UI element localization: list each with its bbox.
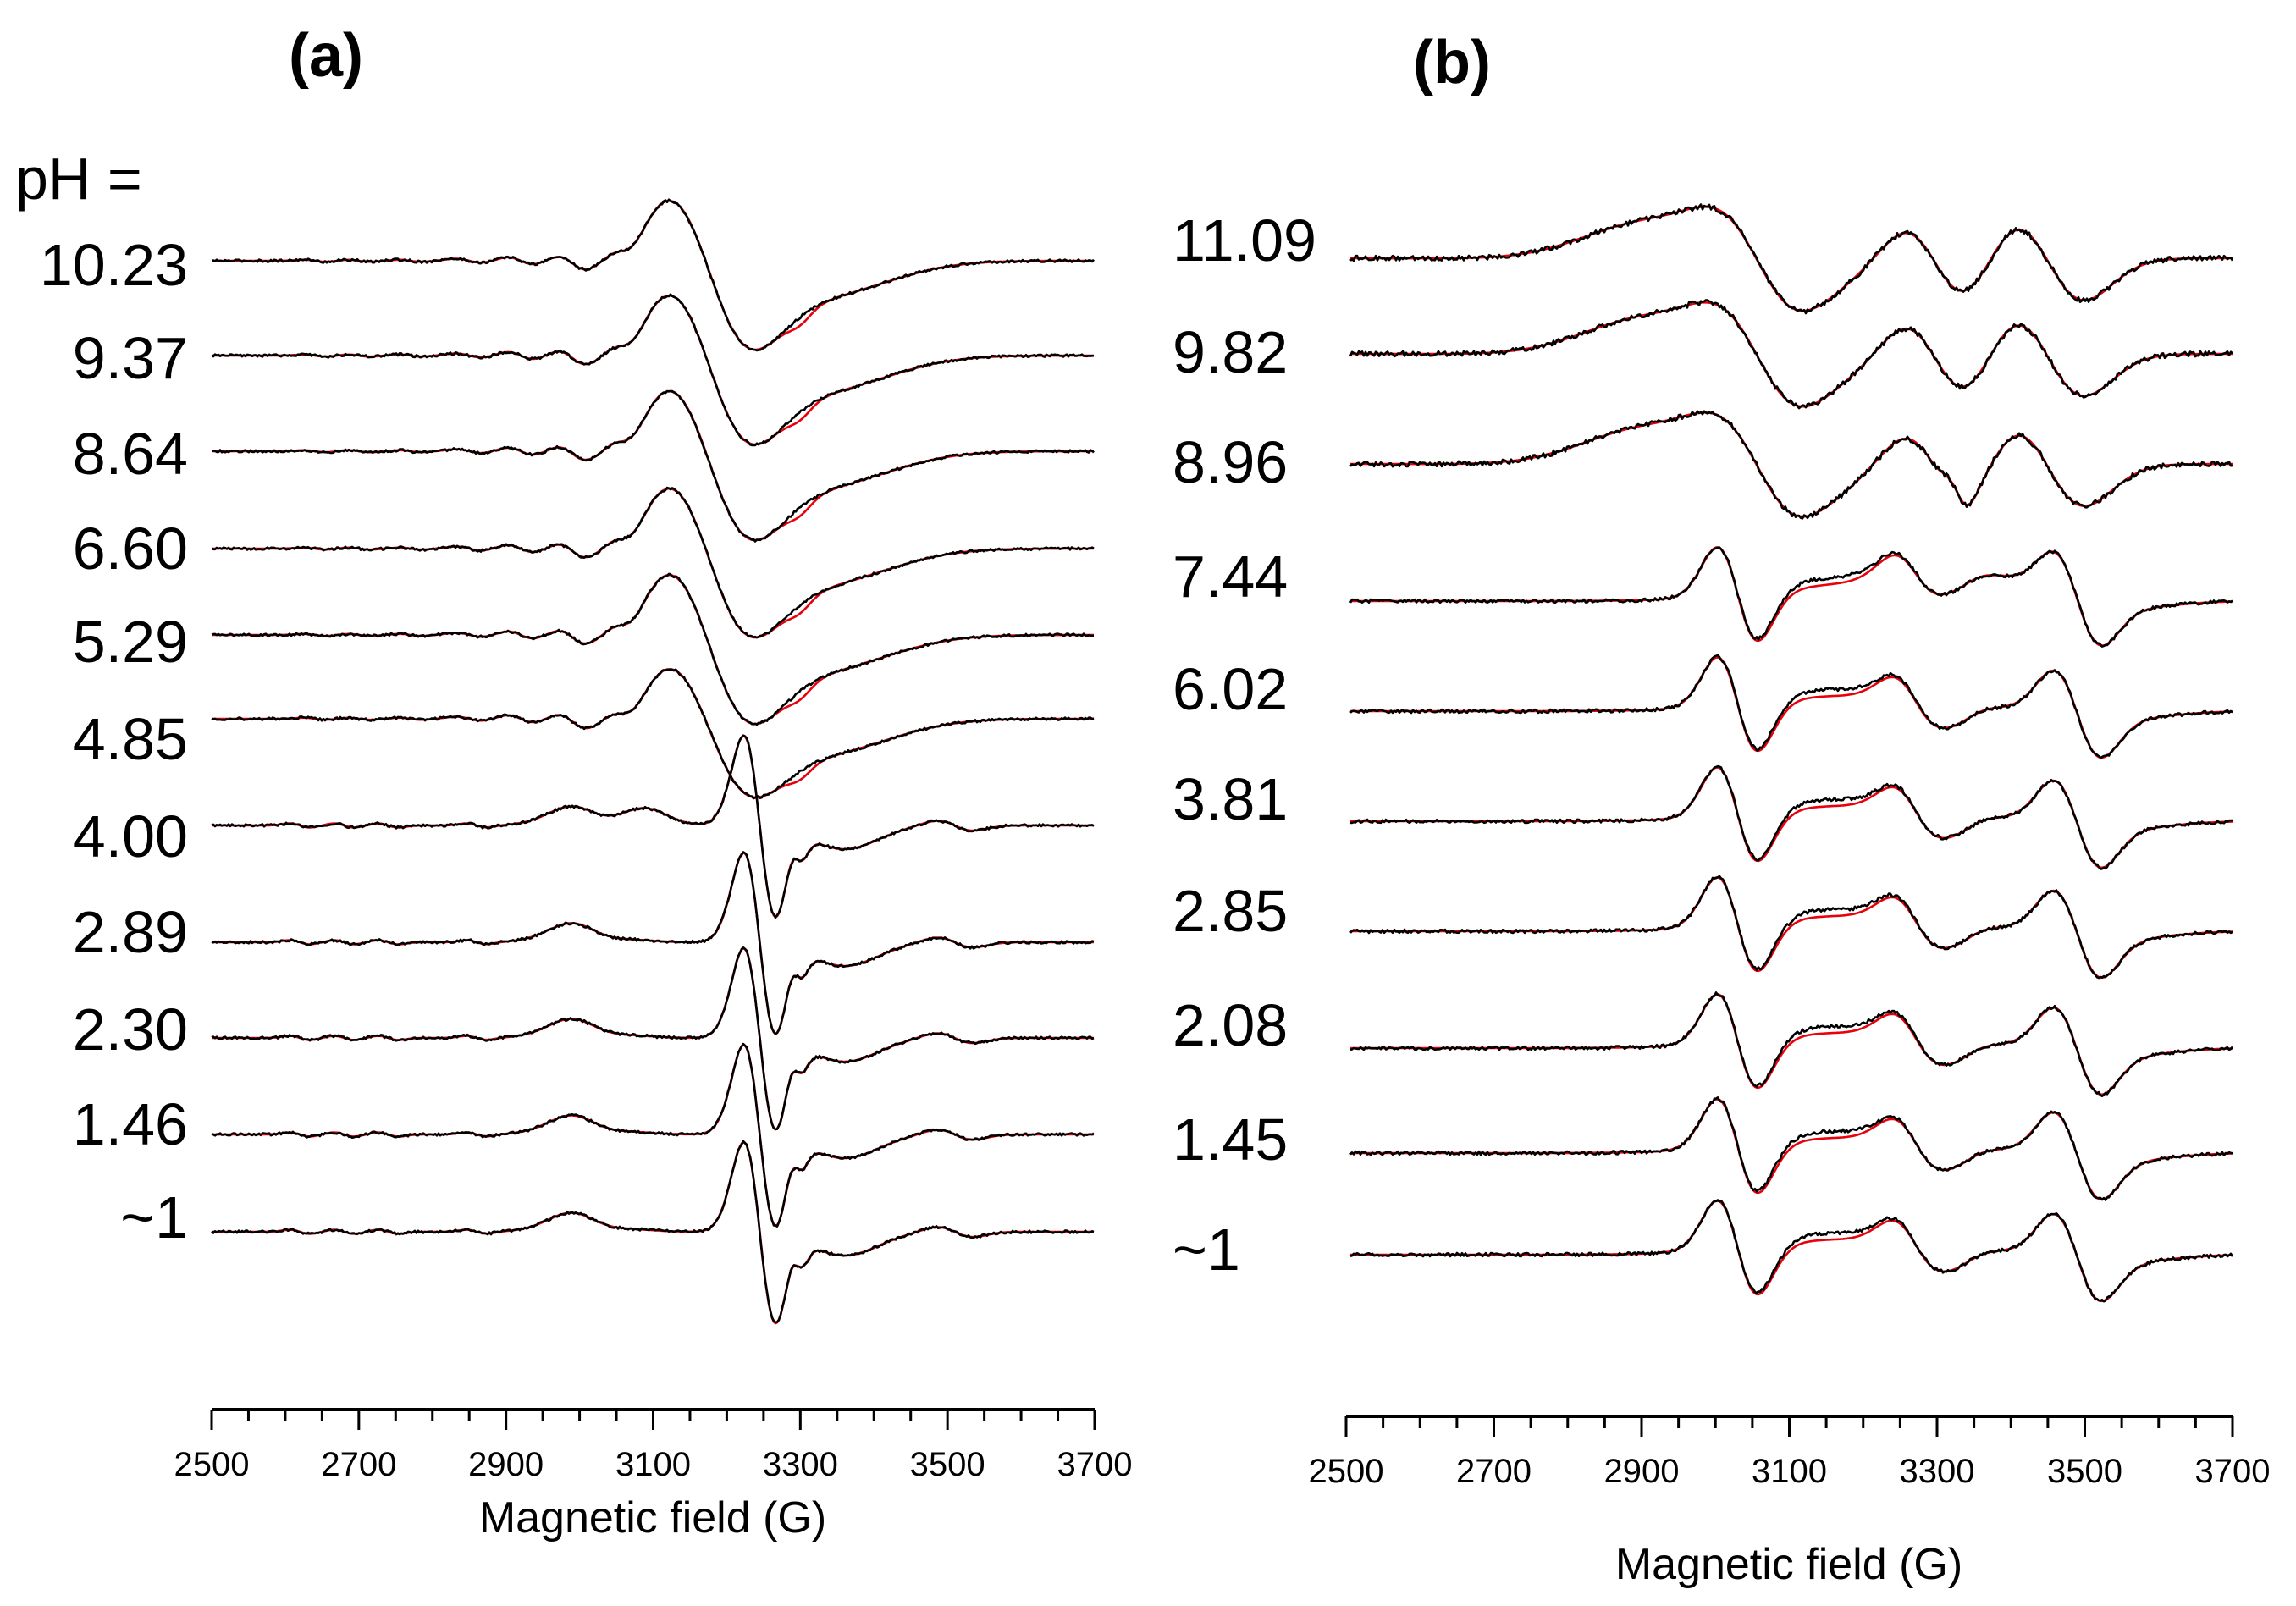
experimental-trace-ph-approx-1 xyxy=(1349,1199,2234,1303)
experimental-trace-ph-5.29 xyxy=(211,572,1095,726)
ph-label-9.37: 9.37 xyxy=(73,325,188,391)
experimental-trace-ph-1.46 xyxy=(211,1042,1095,1228)
ph-label-8.96: 8.96 xyxy=(1173,429,1288,495)
experimental-trace-ph-8.96 xyxy=(1349,410,2233,520)
x-tick-label: 3100 xyxy=(1752,1453,1827,1490)
experimental-trace-ph-1.45 xyxy=(1349,1096,2233,1201)
simulated-trace-ph-6.02 xyxy=(1350,656,2233,759)
experimental-trace-ph-3.81 xyxy=(1349,764,2233,870)
x-tick-label: 2700 xyxy=(1456,1453,1532,1490)
x-tick-label: 3300 xyxy=(763,1446,838,1483)
panel-b-label: (b) xyxy=(1413,29,1491,97)
simulated-trace-ph-2.85 xyxy=(1350,876,2233,980)
ph-header: pH = xyxy=(15,146,142,212)
experimental-trace-ph-10.23 xyxy=(212,198,1095,352)
ph-label-2.85: 2.85 xyxy=(1173,878,1288,944)
simulated-trace-ph-2.30 xyxy=(212,946,1094,1131)
simulated-trace-ph-6.60 xyxy=(212,487,1094,639)
simulated-trace-ph-8.64 xyxy=(212,389,1094,542)
ph-label-7.44: 7.44 xyxy=(1173,544,1288,610)
simulated-trace-ph-1.45 xyxy=(1350,1098,2233,1201)
x-tick-label: 3100 xyxy=(615,1446,691,1483)
ph-label-3.81: 3.81 xyxy=(1173,766,1288,832)
panel-b-x-axis-title: Magnetic field (G) xyxy=(1615,1540,1962,1589)
experimental-trace-ph-7.44 xyxy=(1349,546,2233,648)
x-tick-label: 3700 xyxy=(2195,1453,2271,1490)
x-tick-label: 2900 xyxy=(468,1446,544,1483)
simulated-trace-ph-11.09 xyxy=(1350,206,2233,312)
experimental-trace-ph-4.00 xyxy=(211,734,1095,919)
simulated-trace-ph-2.08 xyxy=(1350,993,2233,1096)
ph-label-approx-1: ~1 xyxy=(1173,1217,1240,1283)
simulated-trace-ph-3.81 xyxy=(1350,766,2233,869)
ph-label-10.23: 10.23 xyxy=(40,232,188,298)
panel-b-traces xyxy=(1349,203,2234,1303)
x-tick-label: 2500 xyxy=(1309,1453,1384,1490)
ph-label-5.29: 5.29 xyxy=(73,609,188,675)
panel-a-x-axis-title: Magnetic field (G) xyxy=(479,1493,826,1543)
panel-a-traces xyxy=(211,198,1095,1325)
experimental-trace-ph-8.64 xyxy=(211,389,1095,543)
experimental-trace-ph-11.09 xyxy=(1349,203,2234,315)
experimental-trace-ph-2.85 xyxy=(1349,875,2233,980)
x-tick-label: 3500 xyxy=(910,1446,985,1483)
x-tick-label: 3700 xyxy=(1057,1446,1133,1483)
x-tick-label: 2500 xyxy=(174,1446,250,1483)
experimental-trace-ph-9.82 xyxy=(1349,299,2233,410)
simulated-trace-ph-10.23 xyxy=(212,199,1094,351)
ph-label-4.00: 4.00 xyxy=(73,803,188,869)
panel-a-ph-labels: 10.23 9.37 8.64 6.60 5.29 4.85 4.00 2.89 2.30 1.4… xyxy=(40,232,188,1250)
panel-b-ph-labels: 11.09 9.82 8.96 7.44 6.02 3.81 2.85 2.08 1.45 ~1 xyxy=(1173,207,1316,1283)
panel-b-ticks: 2500 2700 2900 3100 3300 3500 3700 xyxy=(1309,1416,2271,1490)
ph-label-2.30: 2.30 xyxy=(73,996,188,1062)
simulated-trace-ph-7.44 xyxy=(1350,546,2233,647)
experimental-trace-ph-approx-1 xyxy=(211,1140,1095,1324)
panel-a-label: (a) xyxy=(289,22,363,90)
x-tick-label: 3500 xyxy=(2047,1453,2122,1490)
experimental-trace-ph-2.89 xyxy=(211,851,1095,1035)
ph-label-2.89: 2.89 xyxy=(73,899,188,965)
x-tick-label: 3300 xyxy=(1900,1453,1975,1490)
panel-a-ticks: 2500 2700 2900 3100 3300 3500 3700 xyxy=(174,1410,1133,1483)
ph-label-6.60: 6.60 xyxy=(73,516,188,582)
ph-label-4.85: 4.85 xyxy=(73,706,188,772)
experimental-trace-ph-9.37 xyxy=(211,293,1095,447)
simulated-trace-ph-4.85 xyxy=(212,668,1094,799)
panel-b: (b) 11.09 9.82 8.96 7.44 6.02 3.81 2.85 2.08 1.4… xyxy=(1173,29,2270,1589)
experimental-trace-ph-2.08 xyxy=(1349,991,2233,1097)
x-tick-label: 2900 xyxy=(1604,1453,1680,1490)
simulated-trace-ph-5.29 xyxy=(212,573,1094,726)
ph-label-approx-1: ~1 xyxy=(120,1184,188,1250)
experimental-trace-ph-2.30 xyxy=(211,946,1095,1131)
experimental-trace-ph-6.02 xyxy=(1349,654,2233,759)
ph-label-1.45: 1.45 xyxy=(1173,1107,1288,1173)
x-tick-label: 2700 xyxy=(321,1446,396,1483)
simulated-trace-ph-approx-1 xyxy=(1350,1200,2233,1303)
ph-label-1.46: 1.46 xyxy=(73,1091,188,1157)
ph-label-2.08: 2.08 xyxy=(1173,992,1288,1058)
ph-label-8.64: 8.64 xyxy=(73,421,188,487)
experimental-trace-ph-6.60 xyxy=(211,486,1095,639)
ph-label-11.09: 11.09 xyxy=(1173,207,1316,273)
panel-a: (a) pH = 10.23 9.37 8.64 6.60 5.29 4.85 4.00 2.… xyxy=(15,22,1132,1543)
ph-label-6.02: 6.02 xyxy=(1173,656,1288,722)
ph-label-9.82: 9.82 xyxy=(1173,319,1288,385)
simulated-trace-ph-9.37 xyxy=(212,294,1094,446)
experimental-trace-ph-4.85 xyxy=(211,668,1095,800)
